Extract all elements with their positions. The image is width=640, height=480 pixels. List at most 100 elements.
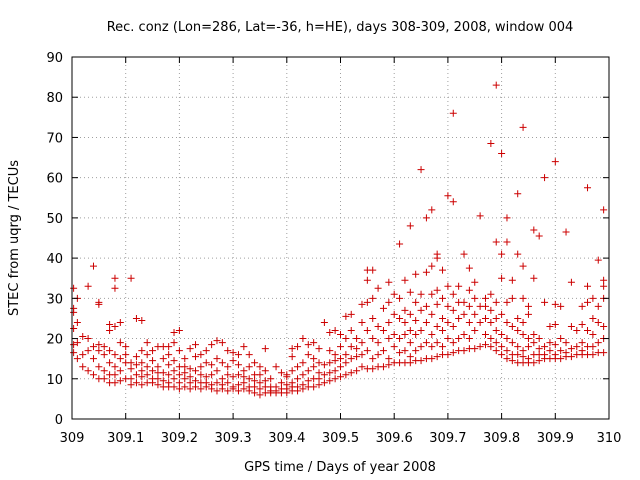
data-point-marker — [256, 385, 264, 393]
data-point-marker — [514, 327, 522, 335]
data-point-marker — [519, 331, 527, 339]
data-point-marker — [449, 198, 457, 206]
data-point-marker — [589, 343, 597, 351]
data-point-marker — [159, 369, 167, 377]
data-point-marker — [514, 250, 522, 258]
data-point-marker — [379, 327, 387, 335]
data-point-marker — [369, 266, 377, 274]
data-point-marker — [492, 238, 500, 246]
data-point-marker — [100, 367, 108, 375]
data-point-marker — [84, 367, 92, 375]
data-point-marker — [299, 381, 307, 389]
data-point-marker — [218, 339, 226, 347]
data-point-marker — [84, 282, 92, 290]
data-point-marker — [492, 81, 500, 89]
x-tick-label: 309.3 — [214, 431, 251, 446]
data-point-marker — [111, 284, 119, 292]
data-point-marker — [439, 294, 447, 302]
data-point-marker — [385, 361, 393, 369]
data-point-marker — [369, 314, 377, 322]
data-point-marker — [326, 359, 334, 367]
data-point-marker — [524, 302, 532, 310]
x-tick-label: 310 — [597, 431, 622, 446]
data-point-marker — [353, 353, 361, 361]
data-point-marker — [584, 298, 592, 306]
data-point-marker — [498, 150, 506, 158]
data-point-marker — [433, 353, 441, 361]
data-point-marker — [578, 347, 586, 355]
data-point-marker — [229, 383, 237, 391]
data-point-marker — [165, 379, 173, 387]
data-point-marker — [186, 379, 194, 387]
x-tick-label: 309.1 — [107, 431, 144, 446]
y-tick-label: 90 — [46, 51, 63, 66]
data-point-marker — [256, 363, 264, 371]
data-point-marker — [342, 351, 350, 359]
data-point-marker — [116, 318, 124, 326]
data-point-marker — [492, 347, 500, 355]
data-point-marker — [369, 335, 377, 343]
data-point-marker — [406, 222, 414, 230]
data-point-marker — [138, 347, 146, 355]
data-point-marker — [455, 282, 463, 290]
data-point-marker — [541, 298, 549, 306]
data-point-marker — [116, 355, 124, 363]
data-point-marker — [122, 343, 130, 351]
data-point-marker — [444, 192, 452, 200]
data-point-marker — [240, 385, 248, 393]
data-point-marker — [100, 375, 108, 383]
data-point-marker — [304, 367, 312, 375]
data-point-marker — [551, 300, 559, 308]
data-point-marker — [245, 351, 253, 359]
data-point-marker — [406, 327, 414, 335]
data-point-marker — [353, 367, 361, 375]
data-point-marker — [256, 391, 264, 399]
data-point-marker — [584, 327, 592, 335]
data-point-marker — [213, 379, 221, 387]
data-point-marker — [358, 318, 366, 326]
data-point-marker — [401, 347, 409, 355]
data-point-marker — [508, 339, 516, 347]
data-point-marker — [374, 351, 382, 359]
data-point-marker — [503, 347, 511, 355]
data-point-marker — [218, 359, 226, 367]
data-point-marker — [433, 250, 441, 258]
data-point-marker — [197, 385, 205, 393]
x-tick-label: 309.8 — [483, 431, 520, 446]
data-point-marker — [492, 339, 500, 347]
data-point-marker — [417, 166, 425, 174]
data-point-marker — [396, 240, 404, 248]
data-point-marker — [428, 206, 436, 214]
data-point-marker — [594, 339, 602, 347]
data-point-marker — [143, 363, 151, 371]
data-point-marker — [111, 379, 119, 387]
data-point-marker — [562, 339, 570, 347]
x-tick-label: 309.6 — [376, 431, 413, 446]
data-point-marker — [567, 345, 575, 353]
data-point-marker — [492, 298, 500, 306]
data-point-marker — [165, 343, 173, 351]
data-point-marker — [294, 343, 302, 351]
data-point-marker — [84, 347, 92, 355]
data-point-marker — [530, 226, 538, 234]
data-point-marker — [175, 371, 183, 379]
data-point-marker — [385, 355, 393, 363]
data-point-marker — [310, 383, 318, 391]
data-point-marker — [535, 357, 543, 365]
data-point-marker — [347, 369, 355, 377]
data-point-marker — [449, 306, 457, 314]
data-point-marker — [111, 363, 119, 371]
data-point-marker — [132, 361, 140, 369]
data-point-marker — [487, 343, 495, 351]
data-point-marker — [192, 377, 200, 385]
y-tick-label: 80 — [46, 91, 63, 106]
data-point-marker — [197, 363, 205, 371]
data-point-marker — [320, 318, 328, 326]
data-point-marker — [181, 363, 189, 371]
data-point-marker — [600, 276, 608, 284]
data-point-marker — [487, 306, 495, 314]
data-point-marker — [524, 335, 532, 343]
data-point-marker — [181, 369, 189, 377]
data-point-marker — [476, 343, 484, 351]
data-point-marker — [122, 351, 130, 359]
